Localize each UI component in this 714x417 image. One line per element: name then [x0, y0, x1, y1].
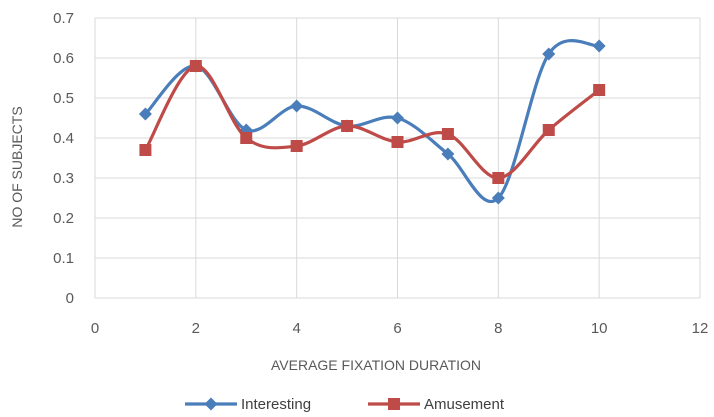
y-tick-label: 0.7 — [53, 10, 74, 27]
amusement-point — [441, 128, 454, 140]
series-layer — [138, 39, 606, 205]
x-tick-label: 0 — [91, 320, 99, 337]
legend-marker-interesting — [204, 397, 218, 411]
legend: Interesting Amusement — [185, 396, 505, 413]
y-axis-title: NO OF SUBJECTS — [9, 106, 25, 227]
interesting-point — [542, 47, 556, 61]
series-interesting — [138, 39, 606, 205]
legend-item-amusement: Amusement — [368, 396, 505, 413]
legend-marker-amusement — [388, 398, 400, 410]
legend-label-amusement: Amusement — [424, 396, 505, 413]
grid-lines — [94, 17, 701, 299]
interesting-point — [491, 191, 505, 205]
interesting-point — [391, 111, 404, 125]
interesting-point — [290, 99, 304, 113]
amusement-point — [240, 132, 253, 144]
y-tick-label: 0.5 — [53, 90, 74, 107]
amusement-point — [290, 140, 303, 152]
y-tick-label: 0.6 — [53, 50, 74, 67]
x-tick-label: 6 — [393, 320, 401, 337]
x-tick-label: 8 — [494, 320, 502, 337]
interesting-point — [138, 107, 152, 121]
amusement-line — [143, 64, 601, 180]
amusement-point — [542, 124, 555, 136]
y-tick-label: 0.4 — [53, 130, 74, 147]
series-amusement — [139, 60, 606, 184]
tick-labels: 0 2 4 6 8 10 12 0 0.1 0.2 0.3 0.4 0.5 0.6 0.7 — [53, 10, 708, 337]
legend-item-interesting: Interesting — [185, 396, 311, 413]
amusement-point — [139, 144, 152, 156]
y-tick-label: 0 — [66, 290, 74, 307]
interesting-line — [143, 39, 601, 203]
amusement-point — [492, 172, 505, 184]
y-tick-label: 0.3 — [53, 170, 74, 187]
x-axis-title: AVERAGE FIXATION DURATION — [271, 357, 481, 373]
amusement-point — [189, 60, 202, 72]
x-tick-label: 4 — [292, 320, 300, 337]
amusement-point — [391, 136, 404, 148]
amusement-point — [593, 84, 606, 96]
x-tick-label: 10 — [591, 320, 608, 337]
y-tick-label: 0.2 — [53, 210, 74, 227]
amusement-point — [341, 120, 354, 132]
x-tick-label: 2 — [192, 320, 200, 337]
legend-label-interesting: Interesting — [241, 396, 311, 413]
y-tick-label: 0.1 — [53, 250, 74, 267]
x-tick-label: 12 — [692, 320, 709, 337]
interesting-point — [592, 39, 606, 53]
interesting-point — [441, 147, 455, 161]
